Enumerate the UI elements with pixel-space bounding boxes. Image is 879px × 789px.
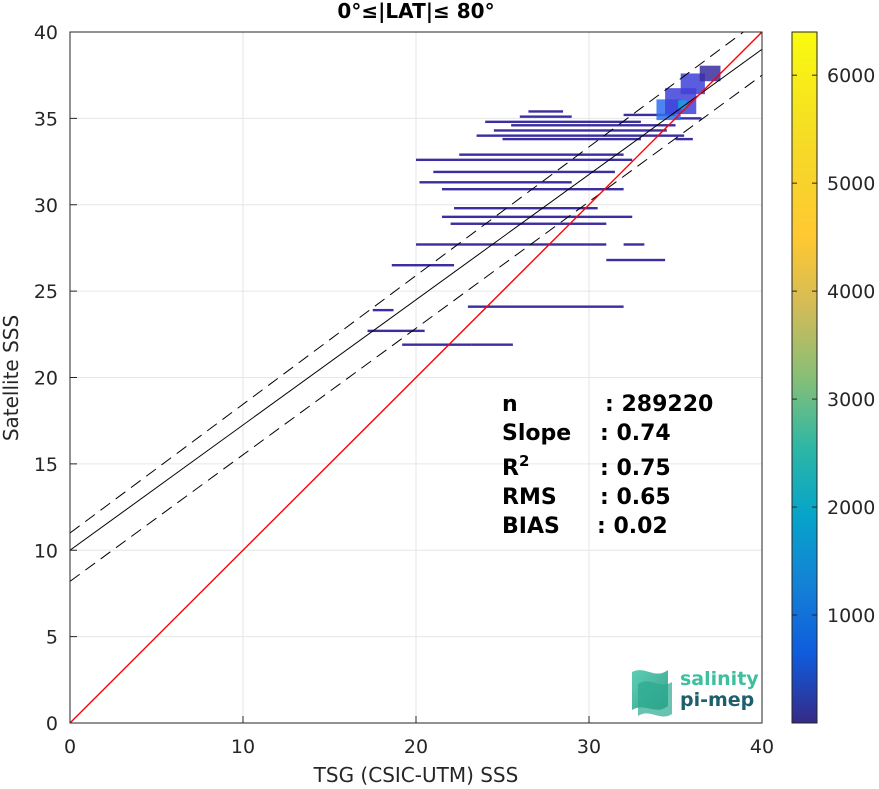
density-streak-11 bbox=[454, 207, 598, 210]
y-tick-label-4: 20 bbox=[34, 368, 58, 390]
density-streak-3 bbox=[372, 308, 394, 312]
fit-line bbox=[70, 48, 762, 551]
stat-value-0: : 289220 bbox=[605, 392, 713, 417]
density-streak-16 bbox=[459, 153, 624, 156]
density-streak-2 bbox=[471, 343, 513, 346]
density-streak-15 bbox=[416, 158, 633, 162]
density-streak-8 bbox=[623, 243, 645, 246]
density-streak-14 bbox=[433, 170, 615, 174]
x-tick-label-0: 0 bbox=[64, 736, 76, 758]
stat-label-0: n bbox=[502, 392, 518, 417]
colorbar-tick-label-5: 6000 bbox=[827, 65, 875, 87]
y-tick-label-1: 5 bbox=[46, 627, 58, 649]
y-tick-label-6: 30 bbox=[34, 195, 58, 217]
density-streak-25 bbox=[675, 137, 693, 141]
y-tick-label-3: 15 bbox=[34, 454, 58, 476]
fit-bound-line-0 bbox=[70, 32, 745, 534]
regression-lines bbox=[70, 32, 762, 723]
y-tick-label-2: 10 bbox=[34, 540, 58, 562]
density-streak-19 bbox=[493, 129, 667, 132]
x-tick-label-2: 20 bbox=[404, 736, 428, 758]
stat-label-3: RMS bbox=[502, 485, 557, 510]
colorbar-ticks: 1000 2000 3000 4000 5000 6000 bbox=[792, 65, 875, 627]
density-streak-18 bbox=[476, 134, 685, 137]
one-to-one-line bbox=[70, 32, 762, 723]
density-core-3 bbox=[699, 65, 721, 82]
density-streak-20 bbox=[511, 124, 676, 127]
stat-value-2: : 0.75 bbox=[600, 456, 671, 481]
density-streak-23 bbox=[528, 110, 564, 113]
stat-value-1: : 0.74 bbox=[600, 421, 671, 446]
x-tick-label-3: 30 bbox=[577, 736, 601, 758]
colorbar-tick-label-2: 3000 bbox=[827, 389, 875, 411]
fit-bound-line-1 bbox=[70, 74, 762, 582]
density-streak-10 bbox=[450, 222, 607, 225]
density-core-2 bbox=[680, 73, 705, 95]
density-streak-6 bbox=[416, 243, 607, 246]
density-streak-12 bbox=[419, 181, 572, 184]
axis-ticks: 0 10 20 30 40 0 5 10 15 20 25 30 35 40 bbox=[34, 22, 774, 758]
colorbar-tick-label-0: 1000 bbox=[827, 605, 875, 627]
y-tick-label-7: 35 bbox=[34, 108, 58, 130]
density-streak-0 bbox=[367, 329, 425, 333]
density-streak-26 bbox=[675, 117, 702, 120]
density-streak-9 bbox=[441, 215, 633, 219]
stat-value-4: : 0.02 bbox=[597, 514, 668, 539]
stat-label-4: BIAS bbox=[502, 514, 560, 539]
density-core-4 bbox=[678, 100, 687, 109]
y-tick-label-5: 25 bbox=[34, 281, 58, 303]
density-streak-1 bbox=[402, 343, 472, 346]
logo-line1: salinity bbox=[680, 668, 759, 690]
density-streak-21 bbox=[485, 120, 641, 124]
x-axis-label: TSG (CSIC-UTM) SSS bbox=[313, 763, 519, 787]
colorbar-tick-label-1: 2000 bbox=[827, 497, 875, 519]
stat-label-sup-2: 2 bbox=[519, 452, 529, 470]
density-streak-4 bbox=[391, 264, 455, 267]
density-streak-17 bbox=[502, 137, 641, 141]
density-streak-5 bbox=[467, 305, 624, 308]
y-tick-label-0: 0 bbox=[46, 713, 58, 735]
y-axis-label: Satellite SSS bbox=[0, 315, 23, 441]
colorbar bbox=[791, 31, 818, 724]
y-tick-label-8: 40 bbox=[34, 22, 58, 44]
density-streak-22 bbox=[519, 115, 572, 118]
salinity-pi-mep-logo: salinity pi-mep bbox=[632, 668, 759, 717]
logo-line2: pi-mep bbox=[680, 689, 754, 711]
colorbar-tick-label-3: 4000 bbox=[827, 281, 875, 303]
x-tick-label-1: 10 bbox=[231, 736, 255, 758]
x-tick-label-4: 40 bbox=[750, 736, 774, 758]
chart-title: 0°≤|LAT|≤ 80° bbox=[337, 0, 494, 23]
colorbar-tick-label-4: 5000 bbox=[827, 173, 875, 195]
density-streak-7 bbox=[606, 258, 666, 262]
density-streak-24 bbox=[623, 113, 676, 117]
stat-label-1: Slope bbox=[502, 421, 571, 446]
stat-value-3: : 0.65 bbox=[600, 485, 671, 510]
logo-wave-icon-2 bbox=[638, 681, 672, 717]
